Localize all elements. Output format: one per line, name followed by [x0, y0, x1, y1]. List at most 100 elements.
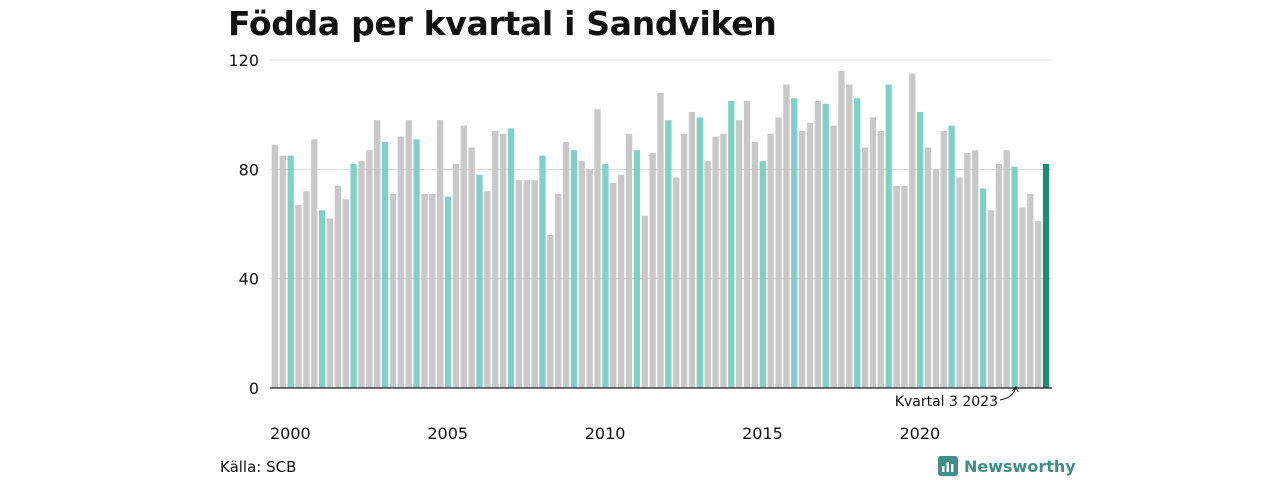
bar — [743, 101, 751, 388]
annotation-arrow — [999, 386, 1017, 401]
bar — [861, 147, 869, 388]
bar — [452, 163, 460, 388]
chart-logo-icon — [938, 456, 958, 476]
bar — [389, 193, 397, 388]
bar — [547, 234, 554, 388]
bar — [287, 155, 294, 388]
bar — [1027, 193, 1034, 388]
bar — [405, 120, 412, 388]
bar — [578, 161, 585, 388]
x-tick-label: 2015 — [742, 424, 783, 443]
bar — [917, 111, 924, 389]
bar — [1019, 207, 1026, 388]
bar — [964, 152, 971, 388]
bar — [429, 193, 436, 388]
bar — [924, 147, 932, 388]
bar — [610, 183, 617, 388]
bar — [594, 109, 601, 388]
brand-logo: Newsworthy — [938, 456, 1076, 476]
bar — [712, 136, 719, 388]
bar — [460, 125, 467, 388]
bar — [1035, 221, 1042, 388]
bar — [767, 133, 774, 388]
bar — [492, 131, 499, 388]
bar — [798, 131, 806, 388]
bar — [468, 147, 475, 388]
bar — [633, 150, 641, 388]
bar — [680, 133, 688, 388]
bar — [444, 196, 452, 388]
bar — [641, 215, 648, 388]
bar — [979, 188, 987, 388]
bar — [956, 177, 963, 388]
bar — [728, 101, 735, 388]
bar — [437, 120, 444, 388]
x-tick-label: 2010 — [585, 424, 626, 443]
brand-name: Newsworthy — [964, 456, 1076, 476]
bar — [783, 84, 790, 388]
bar — [775, 117, 782, 389]
bar — [334, 185, 342, 388]
bar — [893, 185, 900, 388]
bar — [869, 117, 877, 389]
bar — [909, 73, 916, 389]
x-axis-ticks: 2000 2005 2010 2015 2020 — [270, 424, 940, 443]
bar — [948, 125, 955, 388]
bar — [311, 139, 318, 388]
bar — [846, 84, 853, 388]
bars — [271, 70, 1050, 389]
bar — [507, 128, 515, 388]
bar — [751, 142, 759, 388]
annotation-arrowhead — [1011, 386, 1019, 393]
bar — [995, 163, 1002, 388]
bar — [1011, 166, 1018, 388]
bar — [972, 150, 979, 388]
bar — [877, 131, 884, 388]
bar — [350, 163, 357, 388]
bar — [932, 169, 940, 388]
bar — [720, 133, 727, 388]
bar — [484, 191, 491, 388]
bar — [586, 169, 593, 388]
y-tick-label: 120 — [228, 51, 259, 70]
y-tick-label: 80 — [239, 160, 259, 179]
bar — [326, 218, 334, 388]
bar — [822, 103, 829, 388]
bar — [381, 142, 389, 388]
x-tick-label: 2020 — [899, 424, 940, 443]
bar — [602, 163, 609, 388]
x-tick-label: 2000 — [270, 424, 311, 443]
bar — [885, 84, 892, 388]
bar — [319, 210, 326, 388]
bar — [421, 193, 428, 388]
bar — [806, 122, 814, 389]
bar — [358, 161, 365, 388]
bar — [413, 139, 420, 388]
chart-title: Födda per kvartal i Sandviken — [228, 4, 777, 43]
bar — [618, 174, 625, 388]
bar — [303, 191, 310, 388]
bar — [531, 180, 538, 388]
bar — [625, 133, 633, 388]
bar — [366, 150, 373, 388]
bar — [688, 111, 696, 389]
bar — [696, 117, 703, 389]
bar — [295, 204, 302, 388]
bar — [397, 136, 404, 388]
latest-q3-annotation: Kvartal 3 2023 — [895, 386, 1019, 410]
bar — [838, 70, 845, 389]
bar — [523, 180, 530, 388]
y-tick-label: 0 — [249, 379, 259, 398]
bar — [649, 152, 656, 388]
bar — [736, 120, 743, 388]
bar — [901, 185, 908, 388]
bar — [539, 155, 546, 388]
bar — [515, 180, 523, 388]
bar — [374, 120, 381, 388]
y-tick-label: 40 — [239, 270, 259, 289]
bar — [759, 161, 766, 388]
bar — [673, 177, 680, 388]
bar — [940, 131, 947, 388]
bar — [987, 210, 995, 388]
